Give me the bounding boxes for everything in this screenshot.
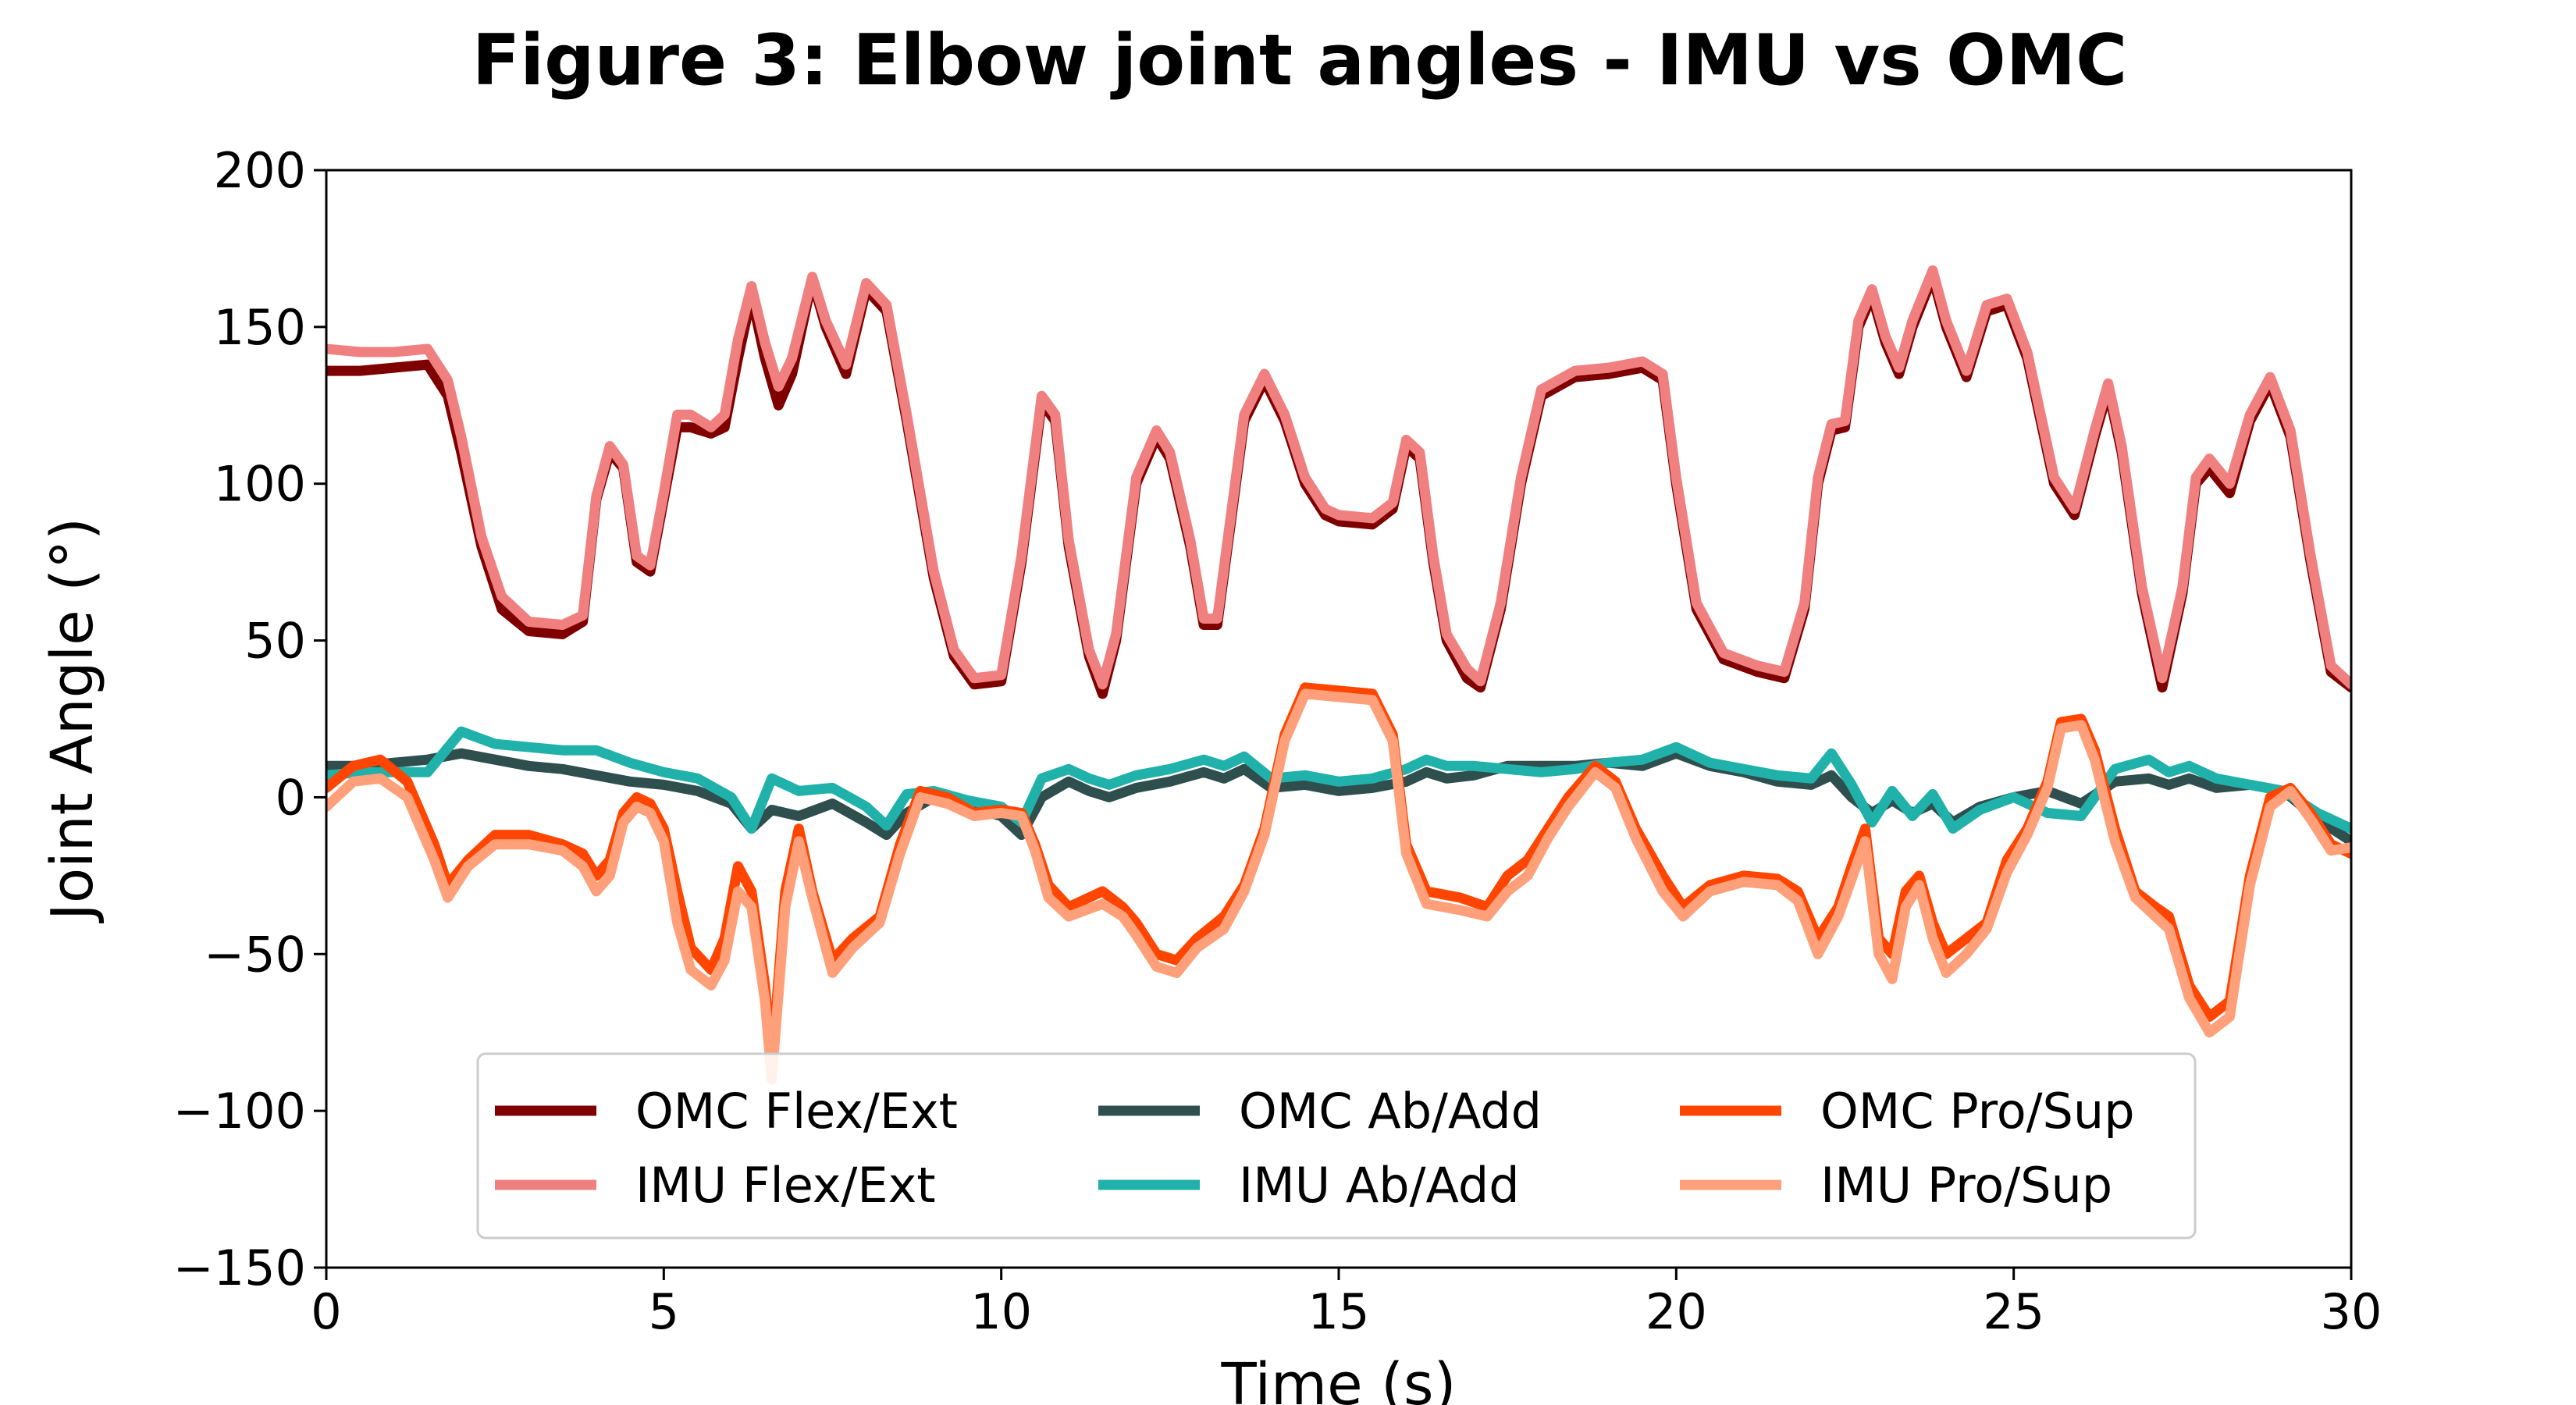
- chart-title: Figure 3: Elbow joint angles - IMU vs OM…: [472, 20, 2127, 101]
- y-tick-label: 0: [276, 769, 306, 826]
- y-tick-label: −150: [173, 1240, 306, 1297]
- legend-label: IMU Ab/Add: [1239, 1157, 1520, 1214]
- x-tick-label: 15: [1308, 1283, 1370, 1340]
- legend-label: IMU Flex/Ext: [635, 1157, 936, 1214]
- x-axis: 0 5 10 15 20 25 30: [311, 1268, 2382, 1340]
- x-tick-label: 5: [649, 1283, 679, 1340]
- series-line-omc-pro-sup: [326, 682, 2351, 1069]
- legend-label: IMU Pro/Sup: [1820, 1157, 2112, 1214]
- y-axis: 200 150 100 50 0 −50 −100 −150: [173, 142, 326, 1297]
- legend: OMC Flex/Ext IMU Flex/Ext OMC Ab/Add IMU Ab…: [476, 1052, 2197, 1240]
- series-layer: [326, 265, 2351, 1085]
- x-tick-label: 20: [1646, 1283, 1707, 1340]
- y-tick-label: −100: [173, 1083, 306, 1140]
- y-axis-label: Joint Angle (°): [39, 518, 106, 923]
- y-tick-label: 200: [214, 142, 306, 199]
- x-tick-label: 10: [970, 1283, 1032, 1340]
- legend-label: OMC Pro/Sup: [1820, 1083, 2135, 1140]
- x-tick-label: 30: [2321, 1283, 2382, 1340]
- series-line-imu-flex-ext: [326, 265, 2351, 690]
- legend-label: OMC Flex/Ext: [635, 1083, 958, 1140]
- legend-label: OMC Ab/Add: [1239, 1083, 1542, 1140]
- legend-box: [476, 1052, 2197, 1240]
- y-tick-label: 50: [244, 613, 306, 670]
- x-axis-label: Time (s): [1221, 1351, 1457, 1405]
- series-line-imu-pro-sup: [326, 688, 2351, 1085]
- series-line-imu-ab-add: [326, 726, 2351, 834]
- x-tick-label: 25: [1983, 1283, 2044, 1340]
- y-tick-label: −50: [204, 926, 306, 983]
- x-tick-label: 0: [311, 1283, 341, 1340]
- y-tick-label: 100: [214, 456, 306, 513]
- y-tick-label: 150: [214, 299, 306, 356]
